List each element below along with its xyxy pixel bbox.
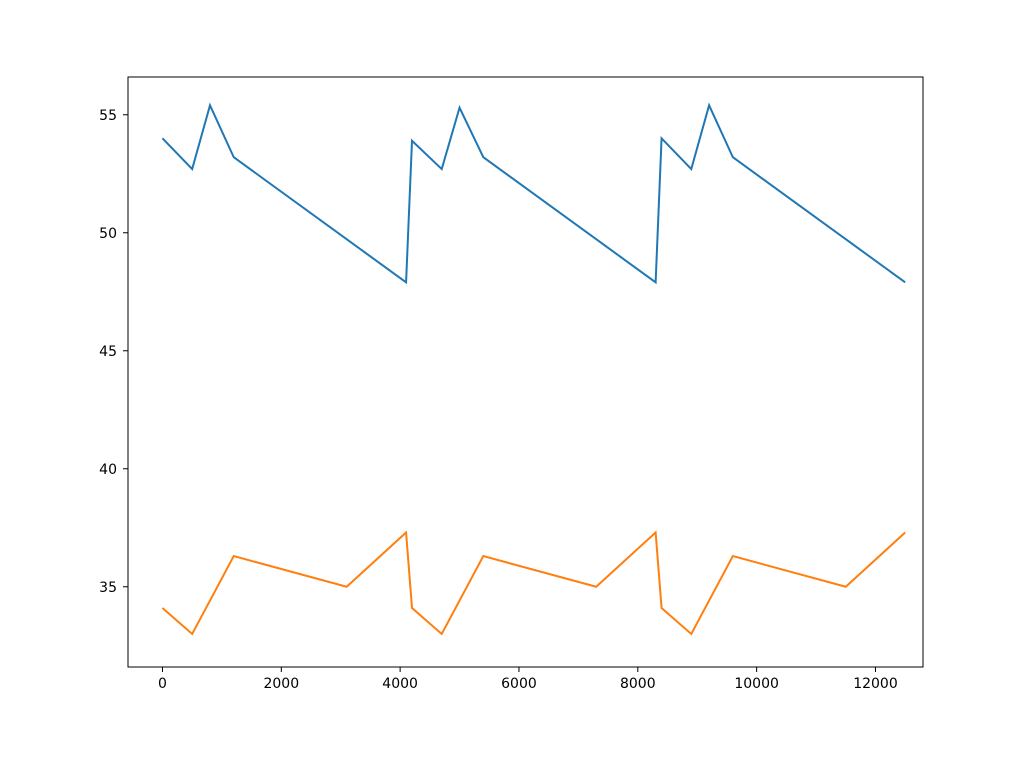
series-1 [162, 105, 905, 282]
x-tick-label: 8000 [620, 676, 656, 692]
plot-border [128, 77, 923, 667]
chart-svg: 0 2000 4000 6000 8000 10000 12000 35 40 45 50 55 [0, 0, 1024, 768]
x-tick-label: 10000 [734, 676, 779, 692]
x-tick-label: 0 [158, 676, 167, 692]
x-tick-label: 12000 [853, 676, 898, 692]
y-tick-label: 40 [99, 462, 117, 478]
x-tick-label: 4000 [382, 676, 418, 692]
y-tick-label: 45 [99, 344, 117, 360]
y-tick-label: 55 [99, 108, 117, 124]
series-2 [162, 532, 905, 633]
y-tick-label: 35 [99, 580, 117, 596]
line-chart: 0 2000 4000 6000 8000 10000 12000 35 40 45 50 55 [0, 0, 1024, 768]
x-tick-label: 2000 [263, 676, 299, 692]
y-tick-label: 50 [99, 226, 117, 242]
x-tick-label: 6000 [501, 676, 537, 692]
